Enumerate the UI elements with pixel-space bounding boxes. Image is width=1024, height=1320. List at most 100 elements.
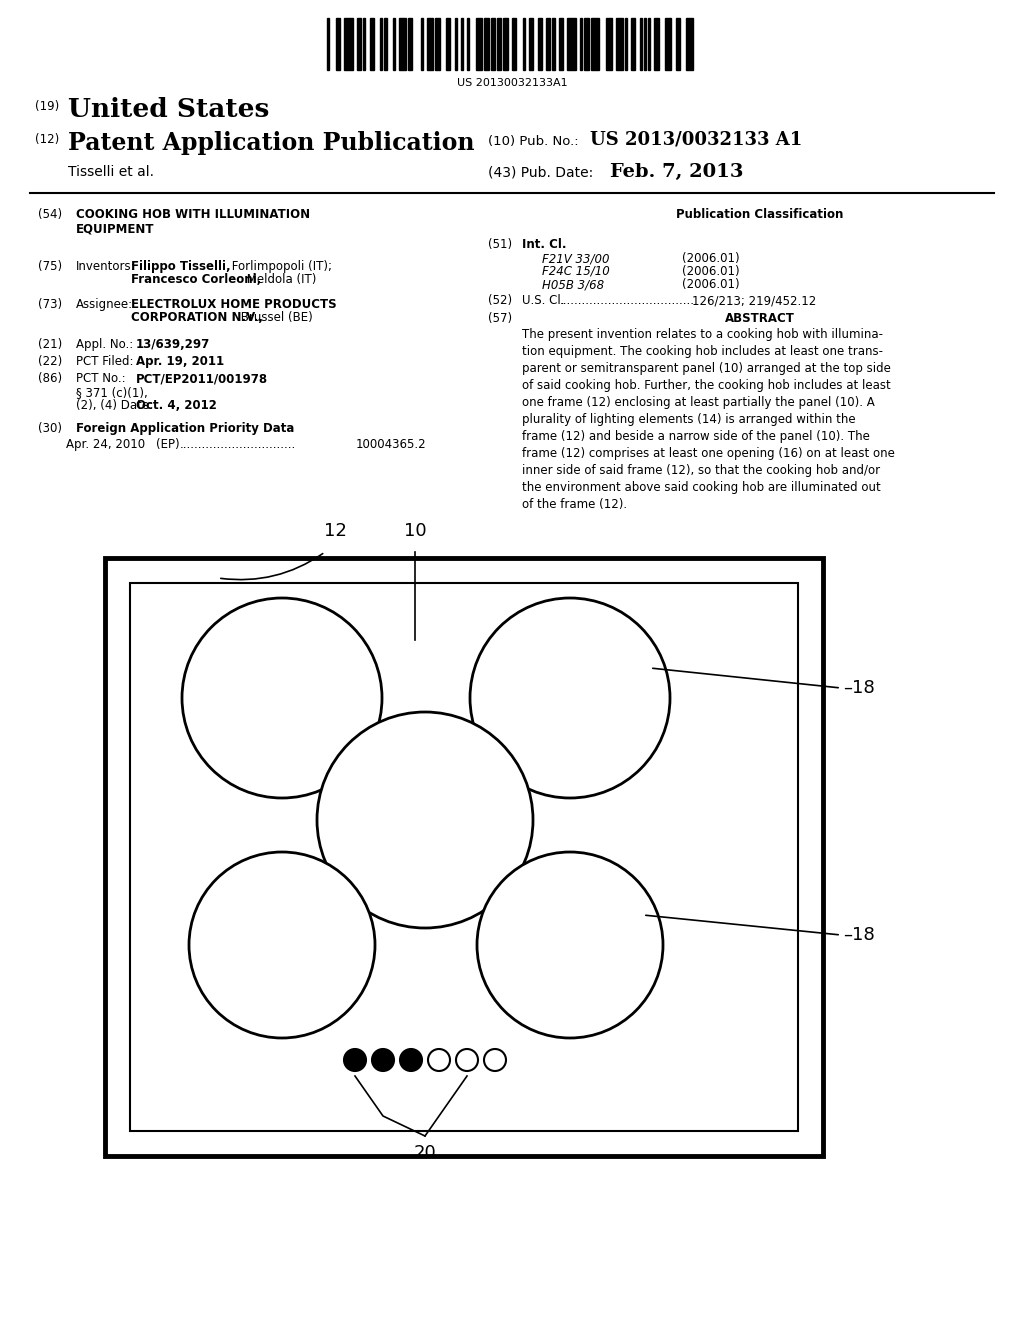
Text: ABSTRACT: ABSTRACT	[725, 312, 795, 325]
Bar	[380, 18, 382, 70]
Bar	[686, 18, 693, 70]
Text: Int. Cl.: Int. Cl.	[522, 238, 566, 251]
Circle shape	[189, 851, 375, 1038]
Text: (2006.01): (2006.01)	[682, 279, 739, 290]
Text: 20: 20	[414, 1144, 436, 1162]
Text: CORPORATION N.V.,: CORPORATION N.V.,	[131, 312, 263, 323]
Text: 12: 12	[324, 521, 346, 540]
Text: Appl. No.:: Appl. No.:	[76, 338, 133, 351]
Bar	[676, 18, 680, 70]
Text: Foreign Application Priority Data: Foreign Application Priority Data	[76, 422, 294, 436]
Circle shape	[470, 598, 670, 799]
Text: –18: –18	[843, 678, 874, 697]
Bar	[130, 583, 798, 1131]
Text: United States: United States	[68, 96, 269, 121]
Bar	[585, 18, 589, 70]
Text: (73): (73)	[38, 298, 62, 312]
Bar	[461, 18, 463, 70]
Bar	[476, 18, 482, 70]
Text: US 20130032133A1: US 20130032133A1	[457, 78, 567, 88]
Text: Feb. 7, 2013: Feb. 7, 2013	[610, 162, 743, 181]
Bar	[421, 18, 423, 70]
Text: 10: 10	[403, 521, 426, 540]
Text: (52): (52)	[488, 294, 512, 308]
Text: (57): (57)	[488, 312, 512, 325]
Text: (21): (21)	[38, 338, 62, 351]
Text: PCT Filed:: PCT Filed:	[76, 355, 133, 368]
Text: F24C 15/10: F24C 15/10	[542, 265, 609, 279]
Text: ....................................: ....................................	[560, 294, 695, 308]
Bar	[522, 18, 524, 70]
Circle shape	[317, 711, 534, 928]
Bar	[546, 18, 550, 70]
Circle shape	[372, 1049, 394, 1071]
Circle shape	[428, 1049, 450, 1071]
Bar	[538, 18, 542, 70]
Text: (22): (22)	[38, 355, 62, 368]
Text: PCT/EP2011/001978: PCT/EP2011/001978	[136, 372, 268, 385]
Text: (86): (86)	[38, 372, 62, 385]
Bar	[497, 18, 502, 70]
Bar	[105, 558, 823, 1156]
Text: H05B 3/68: H05B 3/68	[542, 279, 604, 290]
Bar	[512, 18, 516, 70]
Text: (EP): (EP)	[156, 438, 179, 451]
Bar	[640, 18, 642, 70]
Bar	[648, 18, 650, 70]
Text: Forlimpopoli (IT);: Forlimpopoli (IT);	[228, 260, 332, 273]
Bar	[616, 18, 623, 70]
Text: Assignee:: Assignee:	[76, 298, 133, 312]
Text: Apr. 19, 2011: Apr. 19, 2011	[136, 355, 224, 368]
Bar	[559, 18, 563, 70]
Text: Francesco Corleoni,: Francesco Corleoni,	[131, 273, 261, 286]
Bar	[591, 18, 599, 70]
Bar	[552, 18, 555, 70]
Bar	[446, 18, 451, 70]
Text: The present invention relates to a cooking hob with illumina-
tion equipment. Th: The present invention relates to a cooki…	[522, 327, 895, 511]
Bar	[529, 18, 534, 70]
Bar	[364, 18, 366, 70]
Text: Brussel (BE): Brussel (BE)	[237, 312, 312, 323]
Text: (10) Pub. No.:: (10) Pub. No.:	[488, 135, 579, 148]
Bar	[490, 18, 495, 70]
Text: 13/639,297: 13/639,297	[136, 338, 210, 351]
Text: (30): (30)	[38, 422, 62, 436]
Text: ELECTROLUX HOME PRODUCTS: ELECTROLUX HOME PRODUCTS	[131, 298, 337, 312]
Text: Publication Classification: Publication Classification	[676, 209, 844, 220]
Text: F21V 33/00: F21V 33/00	[542, 252, 609, 265]
Text: 10004365.2: 10004365.2	[356, 438, 427, 451]
Bar	[631, 18, 635, 70]
Bar	[625, 18, 627, 70]
Circle shape	[182, 598, 382, 799]
Bar	[327, 18, 329, 70]
Text: Inventors:: Inventors:	[76, 260, 135, 273]
Bar	[344, 18, 352, 70]
Bar	[435, 18, 439, 70]
Text: (75): (75)	[38, 260, 62, 273]
Bar	[484, 18, 488, 70]
Bar	[408, 18, 412, 70]
Text: (12): (12)	[35, 133, 59, 147]
Bar	[605, 18, 612, 70]
Text: –18: –18	[843, 927, 874, 944]
Bar	[580, 18, 583, 70]
Text: COOKING HOB WITH ILLUMINATION: COOKING HOB WITH ILLUMINATION	[76, 209, 310, 220]
Bar	[504, 18, 508, 70]
Bar	[393, 18, 395, 70]
Bar	[666, 18, 672, 70]
Text: Meldola (IT): Meldola (IT)	[243, 273, 316, 286]
Text: ...............................: ...............................	[180, 438, 296, 451]
Text: US 2013/0032133 A1: US 2013/0032133 A1	[590, 131, 802, 149]
Text: 126/213; 219/452.12: 126/213; 219/452.12	[692, 294, 816, 308]
Circle shape	[484, 1049, 506, 1071]
Circle shape	[400, 1049, 422, 1071]
Bar	[467, 18, 469, 70]
Text: (51): (51)	[488, 238, 512, 251]
Bar	[384, 18, 386, 70]
Bar	[654, 18, 658, 70]
Text: Tisselli et al.: Tisselli et al.	[68, 165, 154, 180]
Bar	[427, 18, 433, 70]
Bar	[567, 18, 575, 70]
Text: Apr. 24, 2010: Apr. 24, 2010	[66, 438, 145, 451]
Circle shape	[477, 851, 663, 1038]
